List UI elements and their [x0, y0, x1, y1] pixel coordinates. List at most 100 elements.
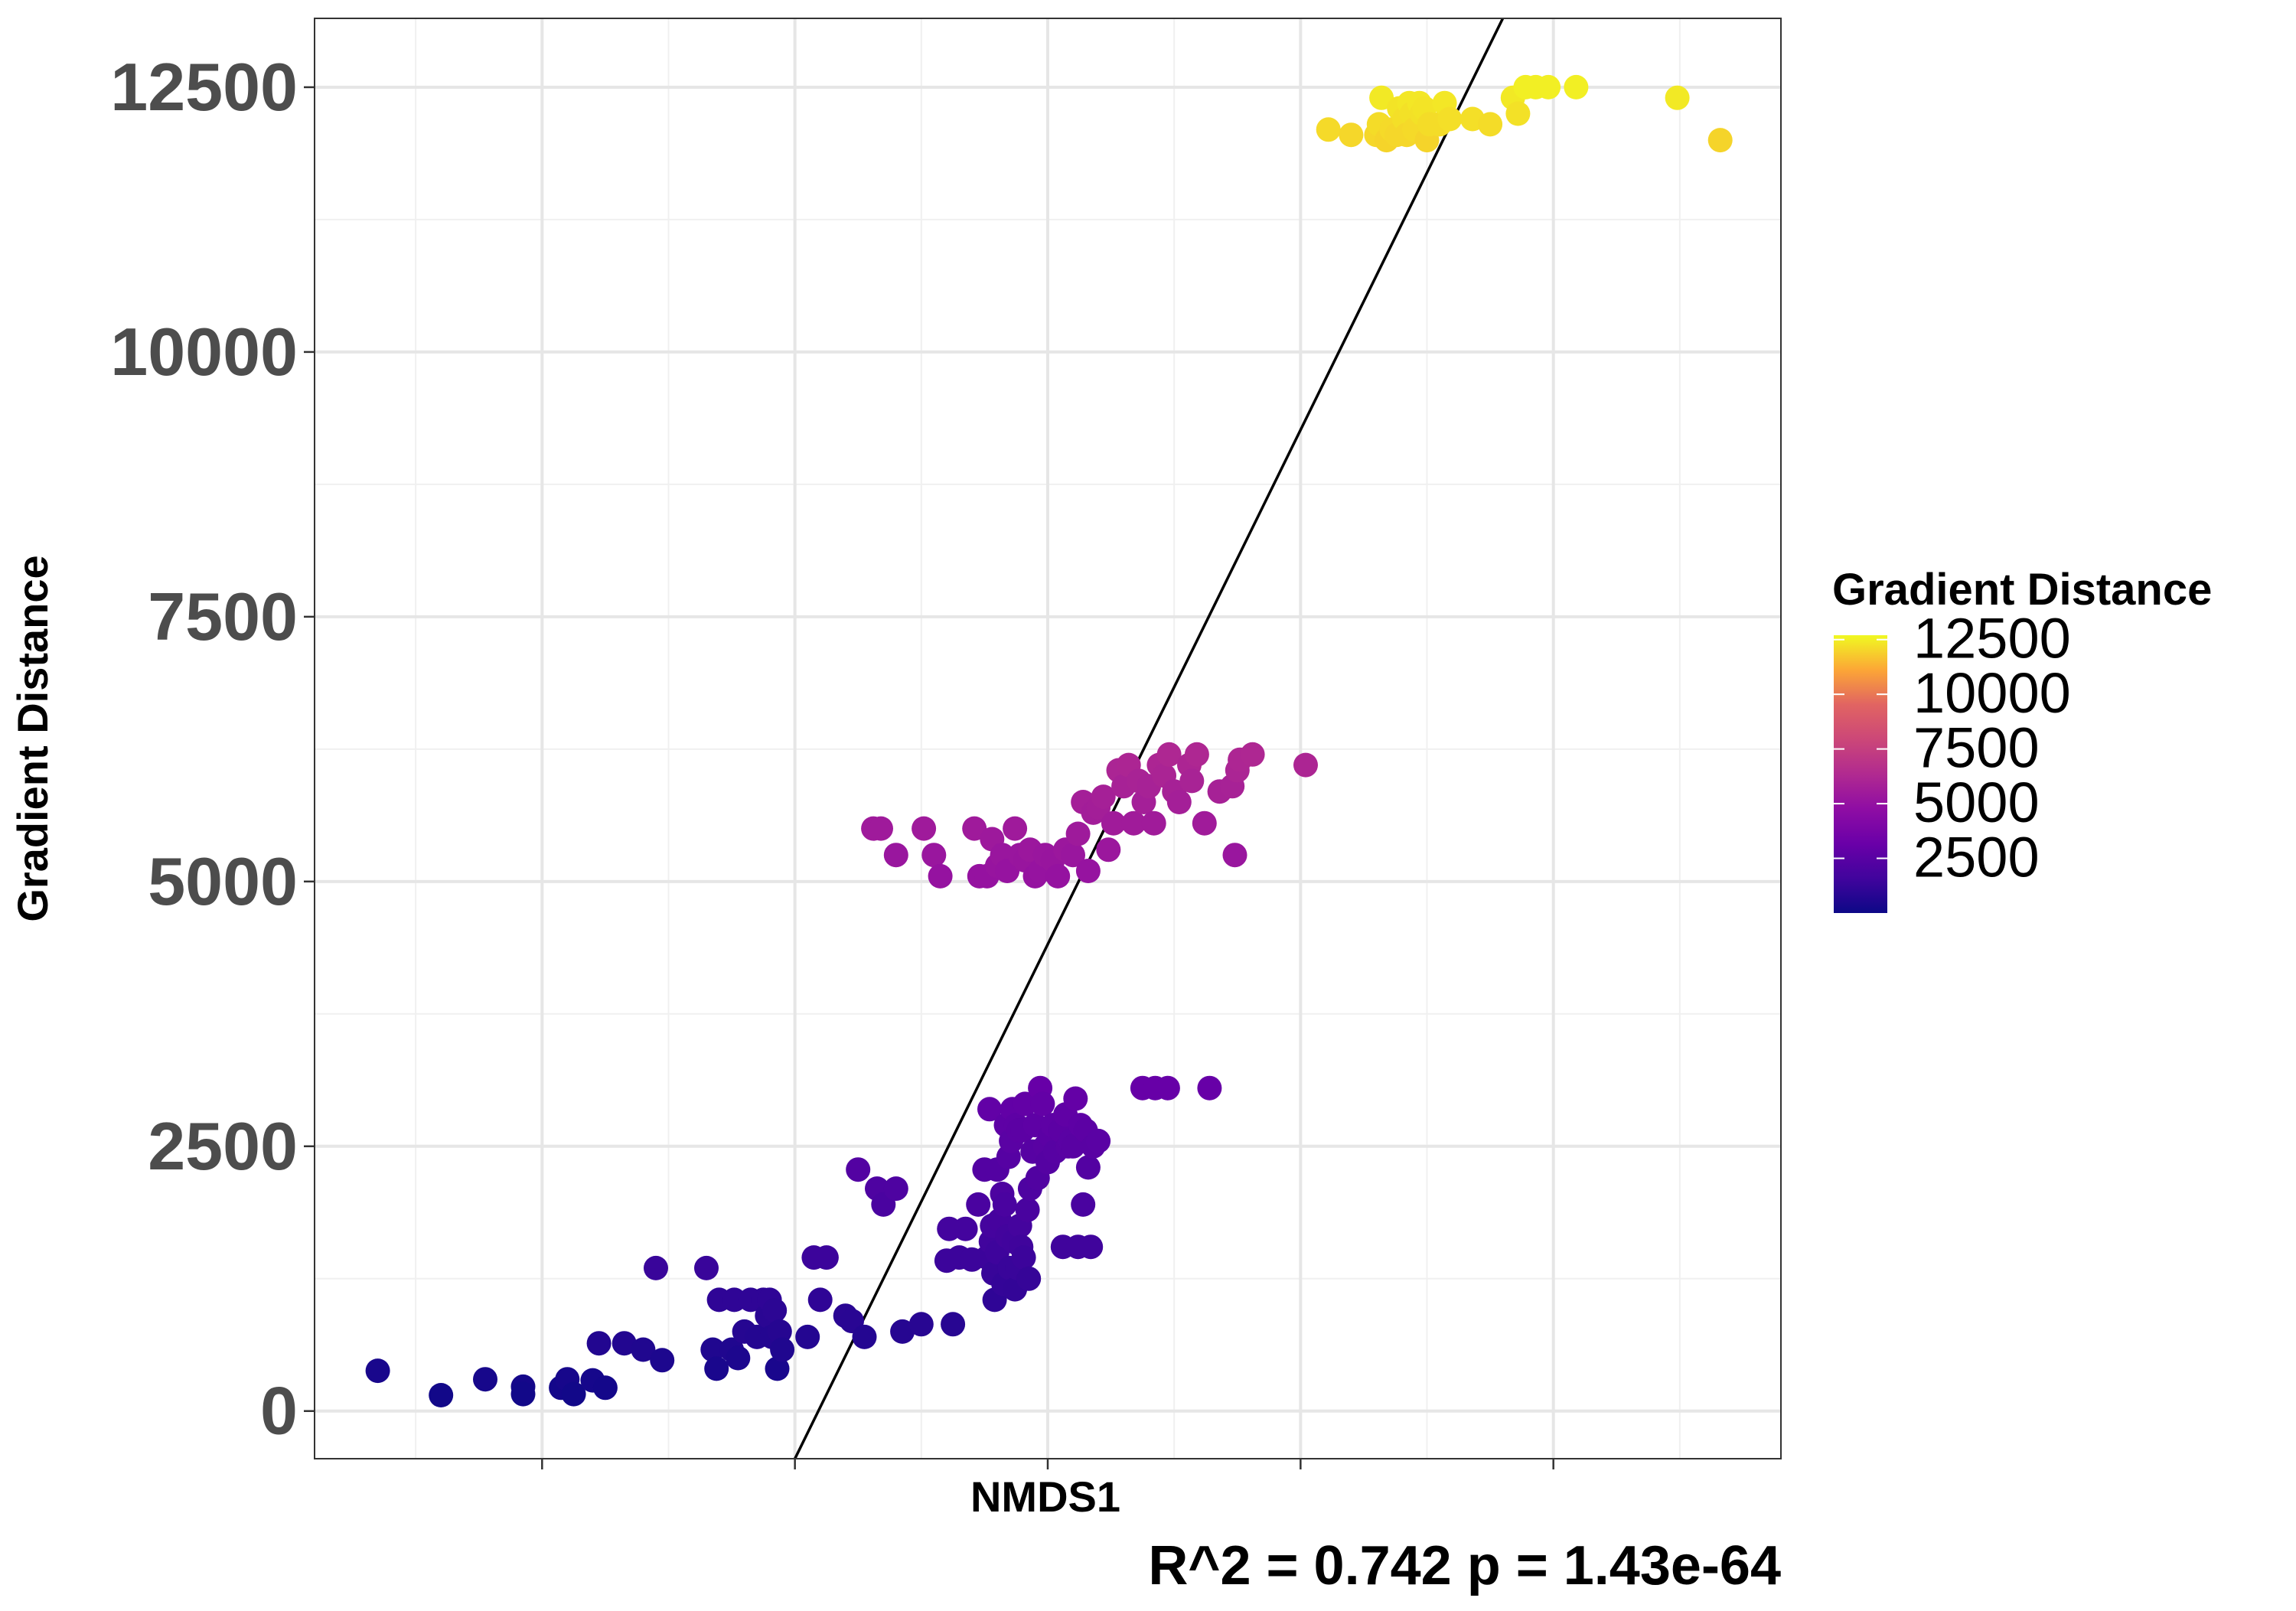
data-point: [1063, 1086, 1088, 1111]
data-point: [1015, 1197, 1040, 1222]
data-point: [765, 1356, 790, 1381]
data-point: [767, 1319, 792, 1344]
data-point: [644, 1255, 668, 1280]
data-point: [1045, 863, 1071, 889]
data-point: [612, 1331, 637, 1356]
data-point: [890, 1319, 915, 1344]
data-point: [814, 1245, 839, 1270]
data-point: [846, 1157, 871, 1182]
x-axis-title: NMDS1: [970, 1472, 1120, 1521]
data-point: [1222, 843, 1247, 868]
data-point: [650, 1348, 675, 1373]
data-point: [1339, 122, 1364, 148]
data-point: [928, 863, 953, 889]
data-point: [1078, 1234, 1104, 1260]
colorbar-label: 2500: [1913, 826, 2040, 889]
data-point: [1011, 1245, 1036, 1270]
y-tick-label: 2500: [148, 1108, 298, 1184]
data-point: [921, 843, 947, 868]
data-point: [1707, 128, 1733, 153]
data-point: [1075, 1155, 1101, 1180]
data-point: [953, 1216, 978, 1241]
data-point: [694, 1255, 719, 1280]
data-point: [807, 1287, 833, 1313]
data-point: [561, 1381, 586, 1407]
colorbar-gradient: [1834, 635, 1887, 913]
data-point: [1564, 74, 1589, 99]
y-axis-title: Gradient Distance: [8, 555, 57, 921]
data-point: [1179, 768, 1205, 794]
grid-lines: [315, 18, 1781, 1459]
data-point: [1536, 74, 1561, 99]
data-point: [592, 1375, 618, 1401]
data-point: [1166, 790, 1192, 814]
regression-line: [794, 18, 1505, 1459]
data-point: [1101, 810, 1126, 836]
stats-annotation: R^2 = 0.742 p = 1.43e-64: [1148, 1535, 1781, 1596]
data-point: [1437, 106, 1463, 132]
data-point: [1071, 1192, 1096, 1217]
y-tick-label: 0: [260, 1373, 298, 1449]
data-point: [1091, 784, 1116, 810]
data-point: [1505, 101, 1531, 126]
data-point: [1184, 742, 1209, 767]
data-point: [473, 1367, 497, 1392]
data-point: [883, 1176, 908, 1202]
data-point: [1156, 742, 1182, 767]
data-point: [912, 816, 937, 841]
data-point: [631, 1337, 656, 1362]
y-tick-label: 7500: [148, 579, 298, 654]
y-tick-label: 5000: [148, 843, 298, 919]
data-point: [1155, 1075, 1180, 1101]
colorbar-label: 7500: [1913, 716, 2040, 780]
data-point: [1192, 810, 1217, 836]
data-point: [966, 1192, 991, 1217]
data-point: [1141, 810, 1166, 836]
colorbar-label: 12500: [1913, 607, 2071, 670]
data-point: [992, 1192, 1017, 1217]
data-point: [1086, 1128, 1111, 1153]
data-point: [1316, 117, 1341, 142]
data-point: [1293, 752, 1318, 778]
data-point: [1065, 821, 1091, 846]
data-point: [586, 1331, 612, 1356]
data-point: [1013, 1091, 1038, 1117]
data-point: [510, 1381, 536, 1407]
data-point: [1240, 742, 1265, 767]
data-point: [1665, 85, 1690, 110]
data-point: [883, 843, 908, 868]
y-tick-label: 10000: [110, 314, 298, 390]
data-point: [1016, 1266, 1042, 1291]
data-point: [1369, 85, 1394, 110]
data-point: [704, 1356, 729, 1381]
data-point: [941, 1312, 966, 1337]
data-point: [977, 1097, 1002, 1122]
colorbar-label: 5000: [1913, 771, 2040, 834]
data-point: [869, 816, 893, 841]
data-point: [1478, 112, 1503, 137]
axes: 0 2500 5000 7500 10000 12500: [110, 49, 1554, 1469]
data-point: [1061, 843, 1085, 868]
data-point: [962, 816, 987, 841]
data-point: [429, 1383, 454, 1407]
data-points: [365, 74, 1733, 1407]
colorbar-title: Gradient Distance: [1832, 565, 2212, 615]
data-point: [1030, 1091, 1055, 1117]
data-point: [770, 1337, 795, 1362]
data-point: [726, 1345, 751, 1371]
data-point: [1075, 859, 1101, 883]
data-point: [1197, 1075, 1222, 1101]
regression-line-layer: [794, 18, 1505, 1459]
data-point: [700, 1337, 726, 1362]
colorbar-label: 10000: [1913, 661, 2071, 725]
data-point: [795, 1324, 820, 1349]
data-point: [1096, 837, 1121, 863]
data-point: [762, 1298, 788, 1323]
data-point: [852, 1324, 877, 1349]
y-tick-label: 12500: [110, 49, 298, 125]
data-point: [908, 1312, 934, 1337]
